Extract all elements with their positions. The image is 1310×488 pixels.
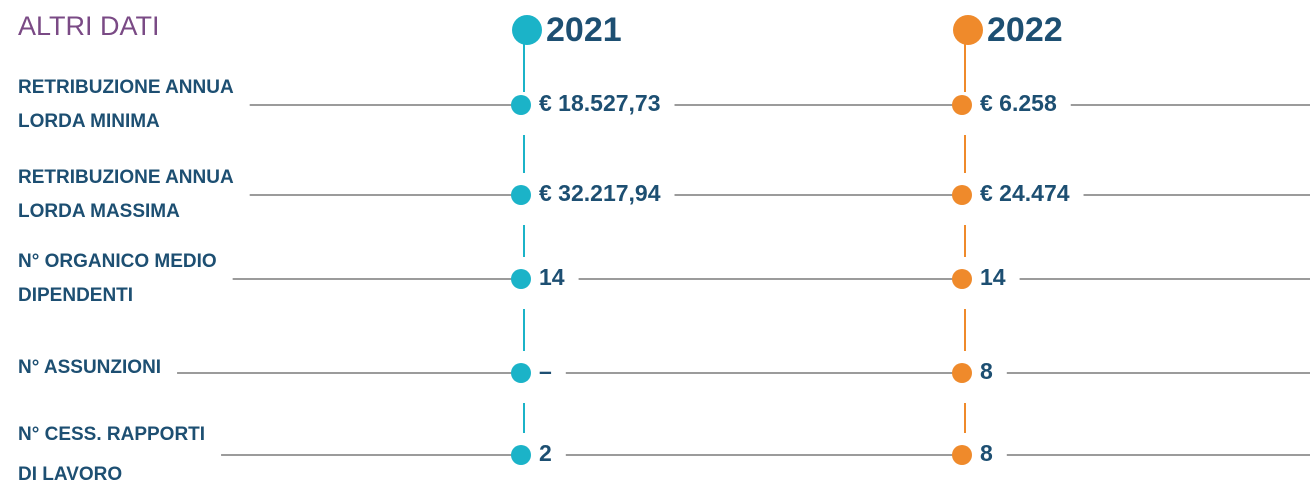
dot bbox=[511, 445, 531, 465]
row-label: N° ORGANICO MEDIO bbox=[18, 251, 217, 272]
row-label: RETRIBUZIONE ANNUA bbox=[18, 167, 234, 188]
row-label: RETRIBUZIONE ANNUA bbox=[18, 77, 234, 98]
year: 2022 bbox=[987, 11, 1063, 49]
value: 8 bbox=[980, 440, 993, 466]
value: 2 bbox=[539, 440, 552, 466]
row-label: LORDA MASSIMA bbox=[18, 201, 180, 222]
dot bbox=[511, 185, 531, 205]
value: – bbox=[539, 358, 552, 384]
row-label: N° ASSUNZIONI bbox=[18, 357, 161, 378]
value: 14 bbox=[980, 264, 1006, 290]
value: € 18.527,73 bbox=[539, 90, 661, 116]
dot bbox=[952, 363, 972, 383]
dot bbox=[952, 95, 972, 115]
dot bbox=[511, 269, 531, 289]
dot bbox=[511, 95, 531, 115]
year-dot bbox=[512, 15, 542, 45]
row-label: DI LAVORO bbox=[18, 464, 122, 485]
dot bbox=[952, 269, 972, 289]
value: € 32.217,94 bbox=[539, 180, 661, 206]
value: 14 bbox=[539, 264, 565, 290]
title: ALTRI DATI bbox=[18, 11, 160, 41]
row-label: DIPENDENTI bbox=[18, 285, 133, 306]
dot bbox=[511, 363, 531, 383]
year-dot bbox=[953, 15, 983, 45]
year: 2021 bbox=[546, 11, 622, 49]
value: € 6.258 bbox=[980, 90, 1057, 116]
dot bbox=[952, 185, 972, 205]
value: € 24.474 bbox=[980, 180, 1070, 206]
value: 8 bbox=[980, 358, 993, 384]
row-label: LORDA MINIMA bbox=[18, 111, 160, 132]
row-label: N° CESS. RAPPORTI bbox=[18, 424, 205, 445]
dot bbox=[952, 445, 972, 465]
